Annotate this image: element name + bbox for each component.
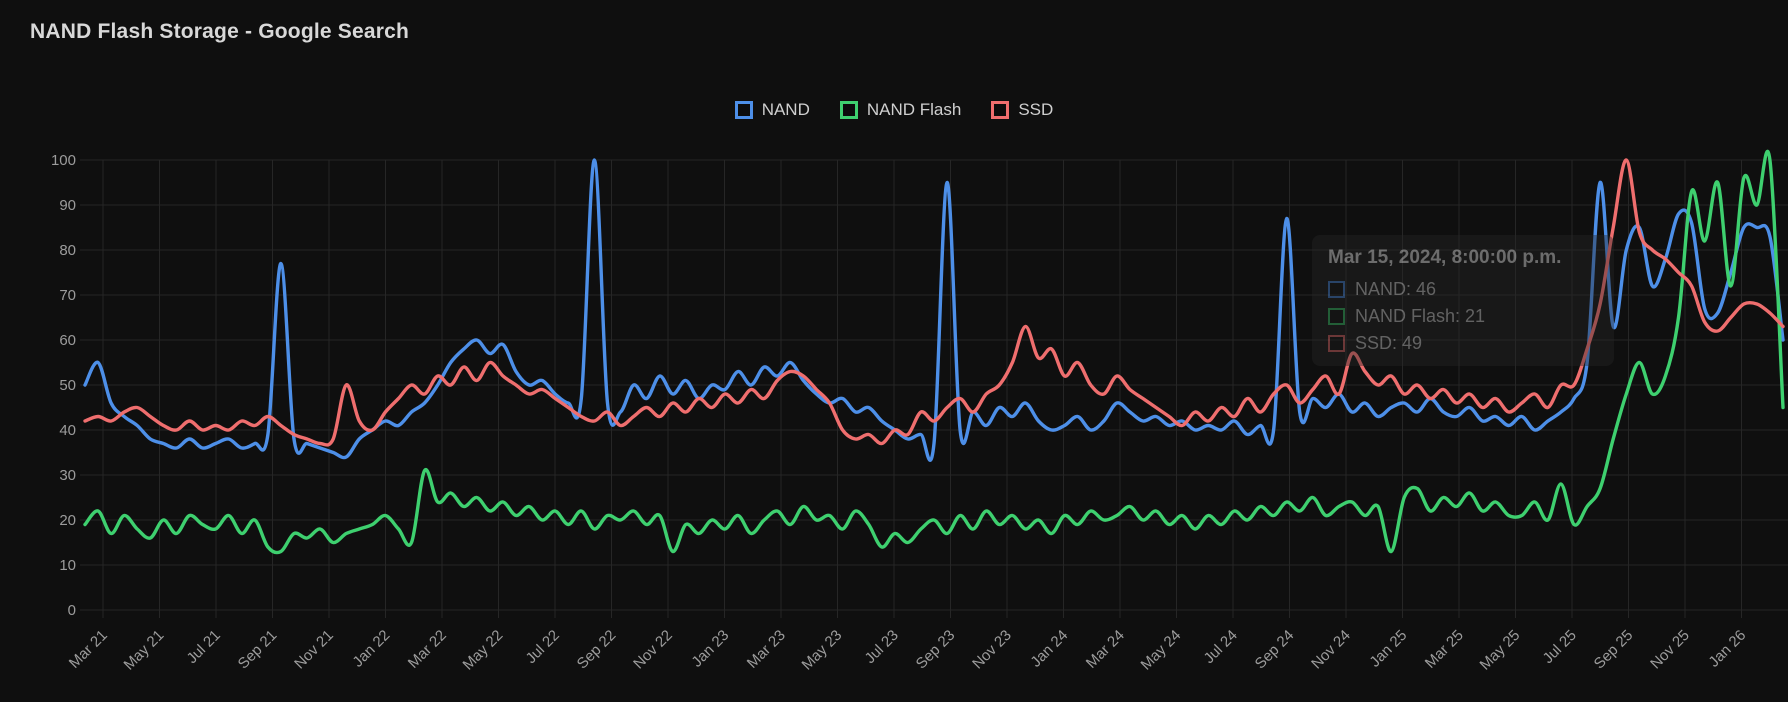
- x-axis-label: Jan 22: [349, 627, 393, 671]
- x-axis-label: May 21: [121, 627, 168, 674]
- x-axis-label: Nov 22: [630, 627, 676, 673]
- y-axis-label: 30: [59, 467, 76, 484]
- y-axis-label: 60: [59, 332, 76, 349]
- x-axis-label: Jan 24: [1027, 627, 1071, 671]
- x-axis-label: Sep 22: [574, 627, 620, 673]
- legend-item-nand-flash[interactable]: NAND Flash: [839, 100, 962, 120]
- x-axis-label: May 23: [799, 627, 846, 674]
- legend-label-ssd: SSD: [1018, 100, 1054, 119]
- x-axis-label: Nov 23: [969, 627, 1015, 673]
- legend-label-nand-flash: NAND Flash: [866, 100, 962, 119]
- x-axis-label: Nov 21: [291, 627, 337, 673]
- y-axis-label: 50: [59, 377, 76, 394]
- x-axis-label: Jan 26: [1705, 627, 1749, 671]
- x-axis-label: Jul 25: [1540, 627, 1580, 667]
- x-axis-label: Sep 21: [235, 627, 281, 673]
- legend-item-ssd[interactable]: SSD: [991, 100, 1053, 120]
- x-axis-label: May 25: [1477, 627, 1524, 674]
- legend-swatch-nand-icon: [734, 101, 753, 119]
- chart-legend: NAND NAND Flash SSD: [0, 100, 1788, 120]
- legend-label-nand: NAND: [761, 100, 810, 119]
- x-axis-label: Mar 23: [744, 627, 789, 672]
- y-axis-label: 40: [59, 422, 76, 439]
- legend-swatch-nand-flash-icon: [839, 101, 858, 119]
- x-axis-label: Jul 22: [523, 627, 563, 667]
- x-axis-label: Sep 24: [1252, 627, 1298, 673]
- x-axis-label: Jul 24: [1201, 627, 1241, 667]
- x-axis-label: Nov 24: [1308, 627, 1354, 673]
- x-axis-label: Jul 23: [862, 627, 902, 667]
- y-axis-label: 20: [59, 512, 76, 529]
- y-axis-label: 80: [59, 242, 76, 259]
- y-axis-label: 90: [59, 197, 76, 214]
- x-axis-label: Mar 25: [1422, 627, 1467, 672]
- x-axis-label: May 22: [460, 627, 507, 674]
- x-axis-label: Mar 22: [405, 627, 450, 672]
- page-title: NAND Flash Storage - Google Search: [30, 20, 410, 43]
- y-axis-label: 70: [59, 287, 76, 304]
- x-axis-label: Mar 21: [66, 627, 111, 672]
- x-axis-label: Jul 21: [184, 627, 224, 667]
- y-axis-label: 0: [68, 602, 76, 619]
- x-axis-label: Nov 25: [1647, 627, 1693, 673]
- x-axis-label: Jan 25: [1366, 627, 1410, 671]
- x-axis-label: Mar 24: [1083, 627, 1128, 672]
- legend-item-nand[interactable]: NAND: [734, 100, 810, 120]
- series-line-ssd[interactable]: [83, 158, 1785, 447]
- x-axis-label: May 24: [1138, 627, 1185, 674]
- legend-swatch-ssd-icon: [991, 101, 1010, 119]
- x-axis-label: Sep 25: [1591, 627, 1637, 673]
- y-axis-label: 10: [59, 557, 76, 574]
- series-line-nand-flash[interactable]: [83, 149, 1785, 555]
- y-axis-label: 100: [51, 152, 76, 169]
- x-axis-label: Sep 23: [913, 627, 959, 673]
- x-axis-label: Jan 23: [688, 627, 732, 671]
